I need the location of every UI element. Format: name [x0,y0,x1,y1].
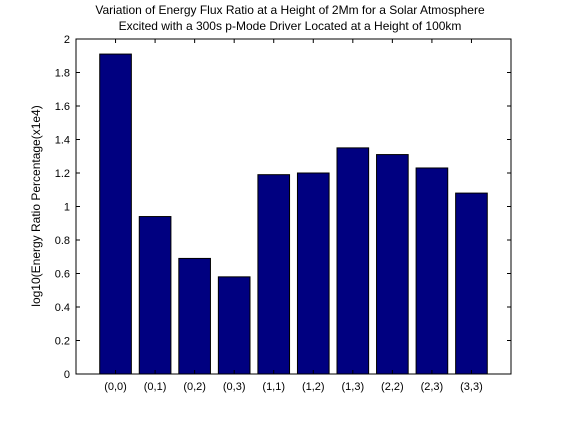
y-tick-label: 0.6 [55,269,70,281]
bar-(0,1) [138,216,172,375]
x-ticks-group: (0,0) (0,1) (0,2) (0,3) (1,1) (1,2) (1,3) (2,2)… [104,39,483,393]
bar-(0,0) [99,53,132,375]
bar-(3,3) [455,192,488,375]
bar-(1,1) [257,174,291,375]
x-tick-label: (3,3) [460,381,483,393]
x-tick-label: (0,3) [223,381,246,393]
bar-(2,2) [376,154,409,375]
y-tick-label: 2 [64,34,70,46]
chart-title-line-2: Excited with a 300s p-Mode Driver Locate… [119,19,462,33]
x-tick-label: (0,1) [144,381,167,393]
x-tick-label: (2,2) [381,381,404,393]
y-tick-label: 1.4 [55,135,70,147]
bars-group [99,53,488,375]
y-tick-label: 1.8 [55,68,70,80]
y-tick-label: 1.2 [55,168,70,180]
y-tick-label: 0 [64,369,70,381]
x-tick-label: (1,1) [262,381,285,393]
bar-(0,3) [217,276,251,375]
x-tick-label: (2,3) [421,381,444,393]
y-tick-label: 0.8 [55,235,70,247]
x-tick-label: (1,3) [342,381,365,393]
y-tick-label: 0.2 [55,336,70,348]
y-tick-label: 1 [64,202,70,214]
bar-(1,2) [296,172,330,375]
y-tick-label: 0.4 [55,302,70,314]
chart-title-line-1: Variation of Energy Flux Ratio at a Heig… [95,3,485,17]
x-tick-label: (0,0) [104,381,127,393]
bar-(0,2) [178,257,211,375]
x-tick-label: (1,2) [302,381,325,393]
y-tick-label: 1.6 [55,101,70,113]
y-ticks-group: 0 0.2 0.4 0.6 0.8 1 1.2 1.4 1.6 1.8 2 [55,34,511,381]
bar-(2,3) [415,167,449,375]
bar-(1,3) [336,147,370,375]
y-axis-label: log10(Energy Ratio Percentage(x1e4) [29,105,43,306]
x-tick-label: (0,2) [183,381,206,393]
